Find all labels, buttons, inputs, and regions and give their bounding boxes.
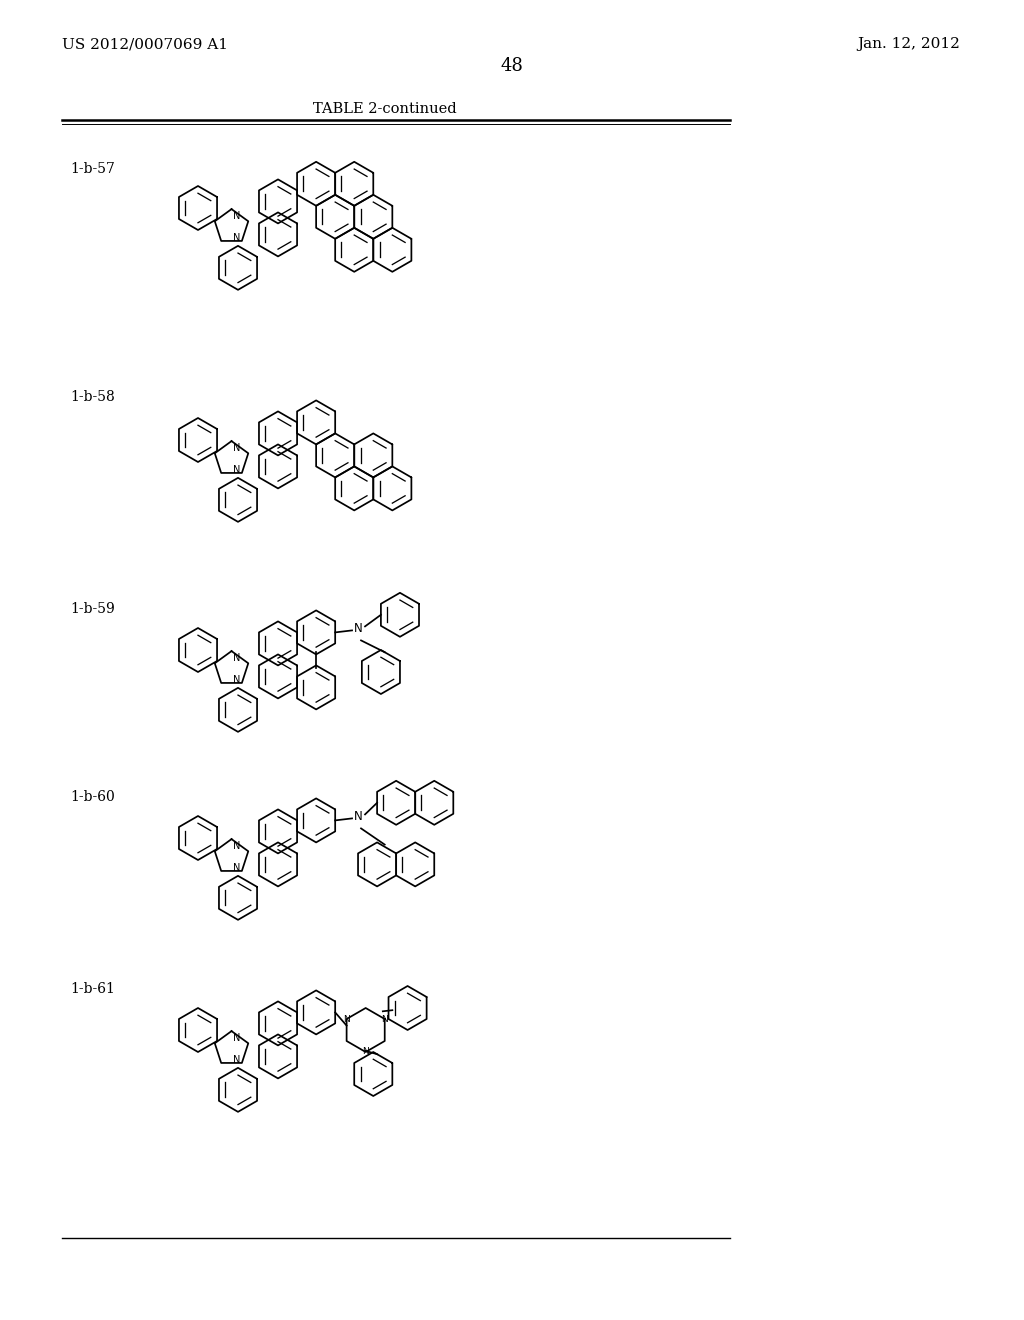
Text: N: N — [343, 1015, 350, 1023]
Text: Jan. 12, 2012: Jan. 12, 2012 — [857, 37, 961, 51]
Text: N: N — [232, 863, 240, 873]
Text: N: N — [232, 841, 240, 850]
Text: US 2012/0007069 A1: US 2012/0007069 A1 — [62, 37, 228, 51]
Text: 1-b-58: 1-b-58 — [70, 389, 115, 404]
Text: TABLE 2-continued: TABLE 2-continued — [313, 102, 457, 116]
Text: 1-b-61: 1-b-61 — [70, 982, 115, 997]
Text: N: N — [353, 622, 362, 635]
Text: N: N — [232, 211, 240, 220]
Text: N: N — [232, 465, 240, 475]
Text: N: N — [381, 1015, 388, 1023]
Text: 1-b-59: 1-b-59 — [70, 602, 115, 616]
Text: N: N — [232, 442, 240, 453]
Text: 1-b-57: 1-b-57 — [70, 162, 115, 176]
Text: N: N — [232, 652, 240, 663]
Text: N: N — [232, 1032, 240, 1043]
Text: N: N — [362, 1048, 369, 1056]
Text: 1-b-60: 1-b-60 — [70, 789, 115, 804]
Text: N: N — [232, 1055, 240, 1065]
Text: N: N — [232, 232, 240, 243]
Text: 48: 48 — [501, 57, 523, 75]
Text: N: N — [353, 810, 362, 822]
Text: N: N — [232, 675, 240, 685]
